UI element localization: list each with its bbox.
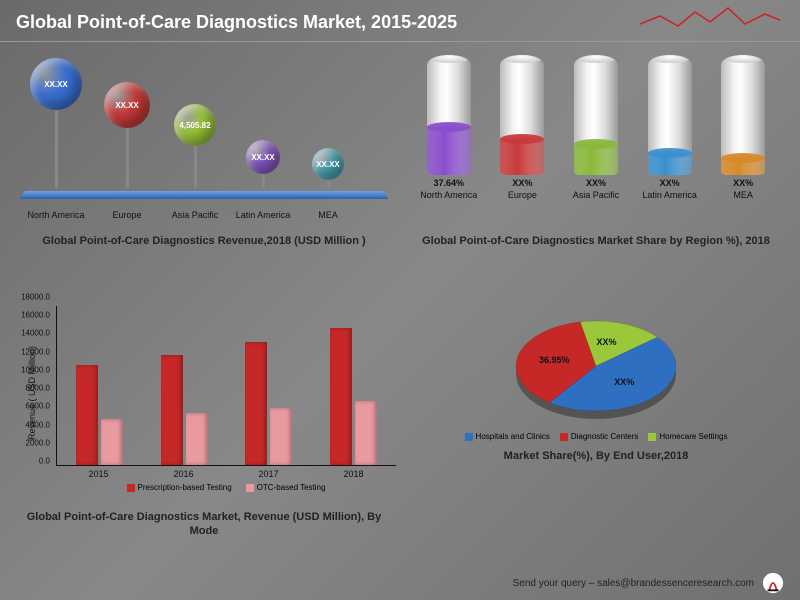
bubble-label: Latin America — [228, 210, 298, 220]
bubble: XX.XX — [30, 58, 82, 110]
bar-plot-area — [56, 306, 396, 466]
y-tick: 6000.0 — [26, 402, 50, 411]
bubble-item: XX.XX — [104, 82, 150, 188]
cylinder-label: Asia Pacific — [573, 190, 620, 200]
bubble-platform — [19, 191, 388, 199]
cylinder-chart: 37.64% North America XX% Europe XX% Asia Paci… — [404, 50, 788, 230]
cylinder-label: North America — [420, 190, 477, 200]
header: Global Point-of-Care Diagnostics Market,… — [0, 0, 800, 42]
bar-chart-panel: Revenue ( USD Million) 0.02000.04000.060… — [12, 306, 396, 554]
bubble-stem — [55, 110, 58, 188]
pie-chart-title: Market Share(%), By End User,2018 — [504, 449, 689, 463]
y-tick: 16000.0 — [21, 311, 50, 320]
footer-text: Send your query – sales@brandessencerese… — [513, 578, 754, 589]
cylinder-value: XX% — [586, 178, 606, 188]
bubble-stem — [262, 174, 265, 188]
pie-legend: Hospitals and Clinics Diagnostic Centers H… — [465, 432, 728, 441]
x-tick: 2016 — [160, 469, 207, 479]
bar-chart-title: Global Point-of-Care Diagnostics Market,… — [12, 510, 396, 539]
bubble-label: North America — [21, 210, 91, 220]
bubble-item: 4,505.82 — [174, 104, 216, 188]
legend-item: Homecare Settings — [648, 432, 727, 441]
cylinder-label: Europe — [508, 190, 537, 200]
bubble-chart-title: Global Point-of-Care Diagnostics Revenue… — [12, 234, 396, 248]
bubble: XX.XX — [312, 148, 344, 180]
cylinder-outer — [500, 55, 544, 175]
sparkline-icon — [640, 4, 780, 34]
chart-grid: XX.XX North America XX.XX Europe 4,505.82 Asi… — [0, 42, 800, 562]
legend-item: Diagnostic Centers — [560, 432, 639, 441]
x-tick: 2017 — [245, 469, 292, 479]
bubble: 4,505.82 — [174, 104, 216, 146]
bar-legend: Prescription-based Testing OTC-based Test… — [56, 483, 396, 492]
bar-group — [245, 342, 292, 465]
bar-group — [330, 328, 377, 465]
bubble-stem — [126, 128, 129, 188]
legend-item: Hospitals and Clinics — [465, 432, 550, 441]
brand-logo-icon — [762, 572, 784, 594]
footer: Send your query – sales@brandessencerese… — [513, 572, 784, 594]
cylinder-value: 37.64% — [434, 178, 465, 188]
y-tick: 10000.0 — [21, 365, 50, 374]
x-tick: 2018 — [330, 469, 377, 479]
y-tick: 4000.0 — [26, 420, 50, 429]
bubble: XX.XX — [104, 82, 150, 128]
cylinder-chart-panel: 37.64% North America XX% Europe XX% Asia Paci… — [404, 50, 788, 298]
bar-series-a — [245, 342, 267, 465]
bar-series-b — [186, 413, 208, 465]
cylinder-value: XX% — [512, 178, 532, 188]
bubble: XX.XX — [246, 140, 280, 174]
cylinder-item: XX% Asia Pacific — [566, 55, 626, 200]
cylinder-item: XX% Latin America — [640, 55, 700, 200]
pie-slice-label: XX% — [614, 377, 634, 387]
y-tick: 8000.0 — [26, 384, 50, 393]
y-tick: 18000.0 — [21, 293, 50, 302]
pie-chart-panel: XX% 36.95% XX% Hospitals and Clinics Diagno… — [404, 306, 788, 554]
bubble-chart-panel: XX.XX North America XX.XX Europe 4,505.82 Asi… — [12, 50, 396, 298]
y-tick: 14000.0 — [21, 329, 50, 338]
y-tick: 2000.0 — [26, 438, 50, 447]
bar-group — [76, 365, 123, 465]
bubble-item: XX.XX — [312, 148, 344, 188]
cylinder-item: XX% Europe — [492, 55, 552, 200]
bar-x-axis: 2015 2016 2017 2018 — [56, 466, 396, 479]
pie-slice-label: 36.95% — [539, 355, 570, 365]
bubble-chart: XX.XX North America XX.XX Europe 4,505.82 Asi… — [12, 50, 396, 230]
legend-item: Prescription-based Testing — [127, 483, 232, 492]
x-tick: 2015 — [75, 469, 122, 479]
bubble-stem — [194, 146, 197, 188]
cylinder-outer — [427, 55, 471, 175]
bar-group — [161, 355, 208, 465]
cylinder-label: MEA — [733, 190, 753, 200]
pie-slice-label: XX% — [597, 337, 617, 347]
bar-series-a — [330, 328, 352, 465]
bar-series-b — [270, 408, 292, 465]
cylinder-outer — [574, 55, 618, 175]
cylinder-value: XX% — [660, 178, 680, 188]
bar-chart: Revenue ( USD Million) 0.02000.04000.060… — [12, 306, 396, 506]
y-tick: 0.0 — [39, 457, 50, 466]
bar-series-b — [355, 401, 377, 465]
bubble-label: Europe — [92, 210, 162, 220]
bar-series-b — [101, 419, 123, 465]
bar-series-a — [161, 355, 183, 465]
cylinder-item: XX% MEA — [713, 55, 773, 200]
cylinder-chart-title: Global Point-of-Care Diagnostics Market … — [404, 234, 788, 248]
cylinder-outer — [721, 55, 765, 175]
bubble-label: MEA — [293, 210, 363, 220]
cylinder-item: 37.64% North America — [419, 55, 479, 200]
legend-item: OTC-based Testing — [246, 483, 326, 492]
bubble-item: XX.XX — [30, 58, 82, 188]
y-tick: 12000.0 — [21, 347, 50, 356]
bubble-stem — [327, 180, 330, 188]
pie-chart: XX% 36.95% XX% — [511, 316, 681, 426]
cylinder-outer — [648, 55, 692, 175]
cylinder-value: XX% — [733, 178, 753, 188]
bubble-item: XX.XX — [246, 140, 280, 188]
bar-y-axis: Revenue ( USD Million) 0.02000.04000.060… — [12, 306, 52, 470]
bar-series-a — [76, 365, 98, 465]
cylinder-label: Latin America — [642, 190, 697, 200]
bubble-label: Asia Pacific — [160, 210, 230, 220]
